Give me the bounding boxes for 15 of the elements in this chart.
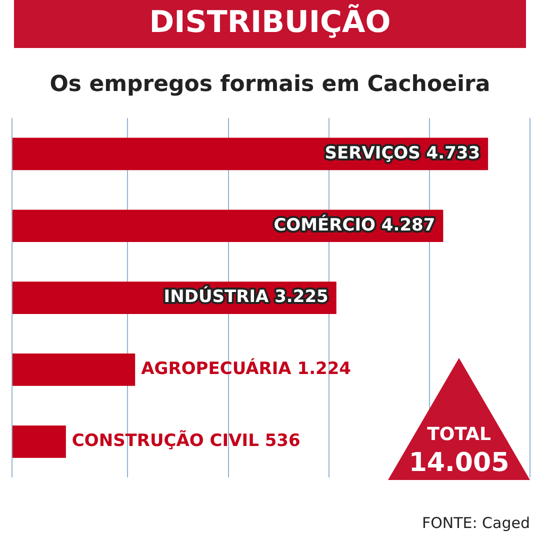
chart-title: DISTRIBUIÇÃO — [14, 0, 526, 48]
bar — [12, 425, 66, 458]
annotation: 14.005 — [408, 448, 510, 478]
data-label: 4.287 — [381, 215, 436, 236]
data-label: 4.733 — [426, 143, 480, 164]
y-tick-label: SERVIÇOS — [324, 143, 420, 164]
source-note: FONTE: Caged — [422, 514, 530, 532]
data-label: 3.225 — [274, 287, 328, 308]
bar — [12, 354, 136, 386]
category-label: AGROPECUÁRIA 1.224 — [141, 359, 352, 380]
y-tick-label: INDÚSTRIA — [164, 286, 270, 308]
annotation: TOTAL — [426, 424, 492, 445]
chart-subtitle: Os empregos formais em Cachoeira — [48, 72, 492, 97]
y-tick-label: COMÉRCIO — [274, 214, 376, 236]
category-label: CONSTRUÇÃO CIVIL 536 — [72, 431, 300, 452]
